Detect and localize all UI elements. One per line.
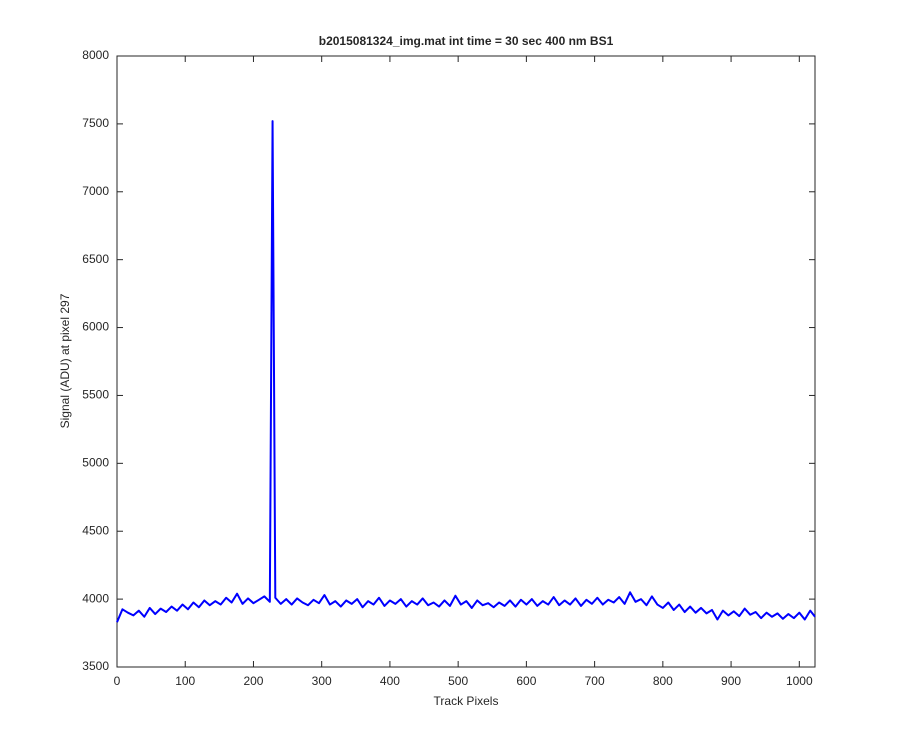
axes-box	[116, 55, 816, 668]
x-tick-label: 0	[114, 674, 121, 688]
x-tick-label: 200	[243, 674, 263, 688]
y-tick-label: 5000	[82, 456, 109, 470]
y-tick-label: 6500	[82, 252, 109, 266]
y-tick-label: 8000	[82, 48, 109, 62]
y-tick-label: 5500	[82, 388, 109, 402]
x-axis-label: Track Pixels	[434, 694, 499, 708]
x-tick-label: 1000	[786, 674, 813, 688]
x-tick-label: 800	[653, 674, 673, 688]
x-tick-label: 300	[312, 674, 332, 688]
x-tick-label: 900	[721, 674, 741, 688]
x-tick-label: 400	[380, 674, 400, 688]
y-tick-label: 4000	[82, 591, 109, 605]
y-tick-label: 7000	[82, 184, 109, 198]
y-tick-label: 6000	[82, 320, 109, 334]
y-axis-label: Signal (ADU) at pixel 297	[58, 293, 72, 428]
x-tick-label: 600	[516, 674, 536, 688]
y-tick-label: 3500	[82, 659, 109, 673]
x-tick-label: 100	[175, 674, 195, 688]
x-tick-label: 500	[448, 674, 468, 688]
y-tick-label: 7500	[82, 116, 109, 130]
y-tick-label: 4500	[82, 523, 109, 537]
chart-title: b2015081324_img.mat int time = 30 sec 40…	[319, 34, 614, 48]
x-tick-label: 700	[585, 674, 605, 688]
data-line	[116, 120, 816, 623]
